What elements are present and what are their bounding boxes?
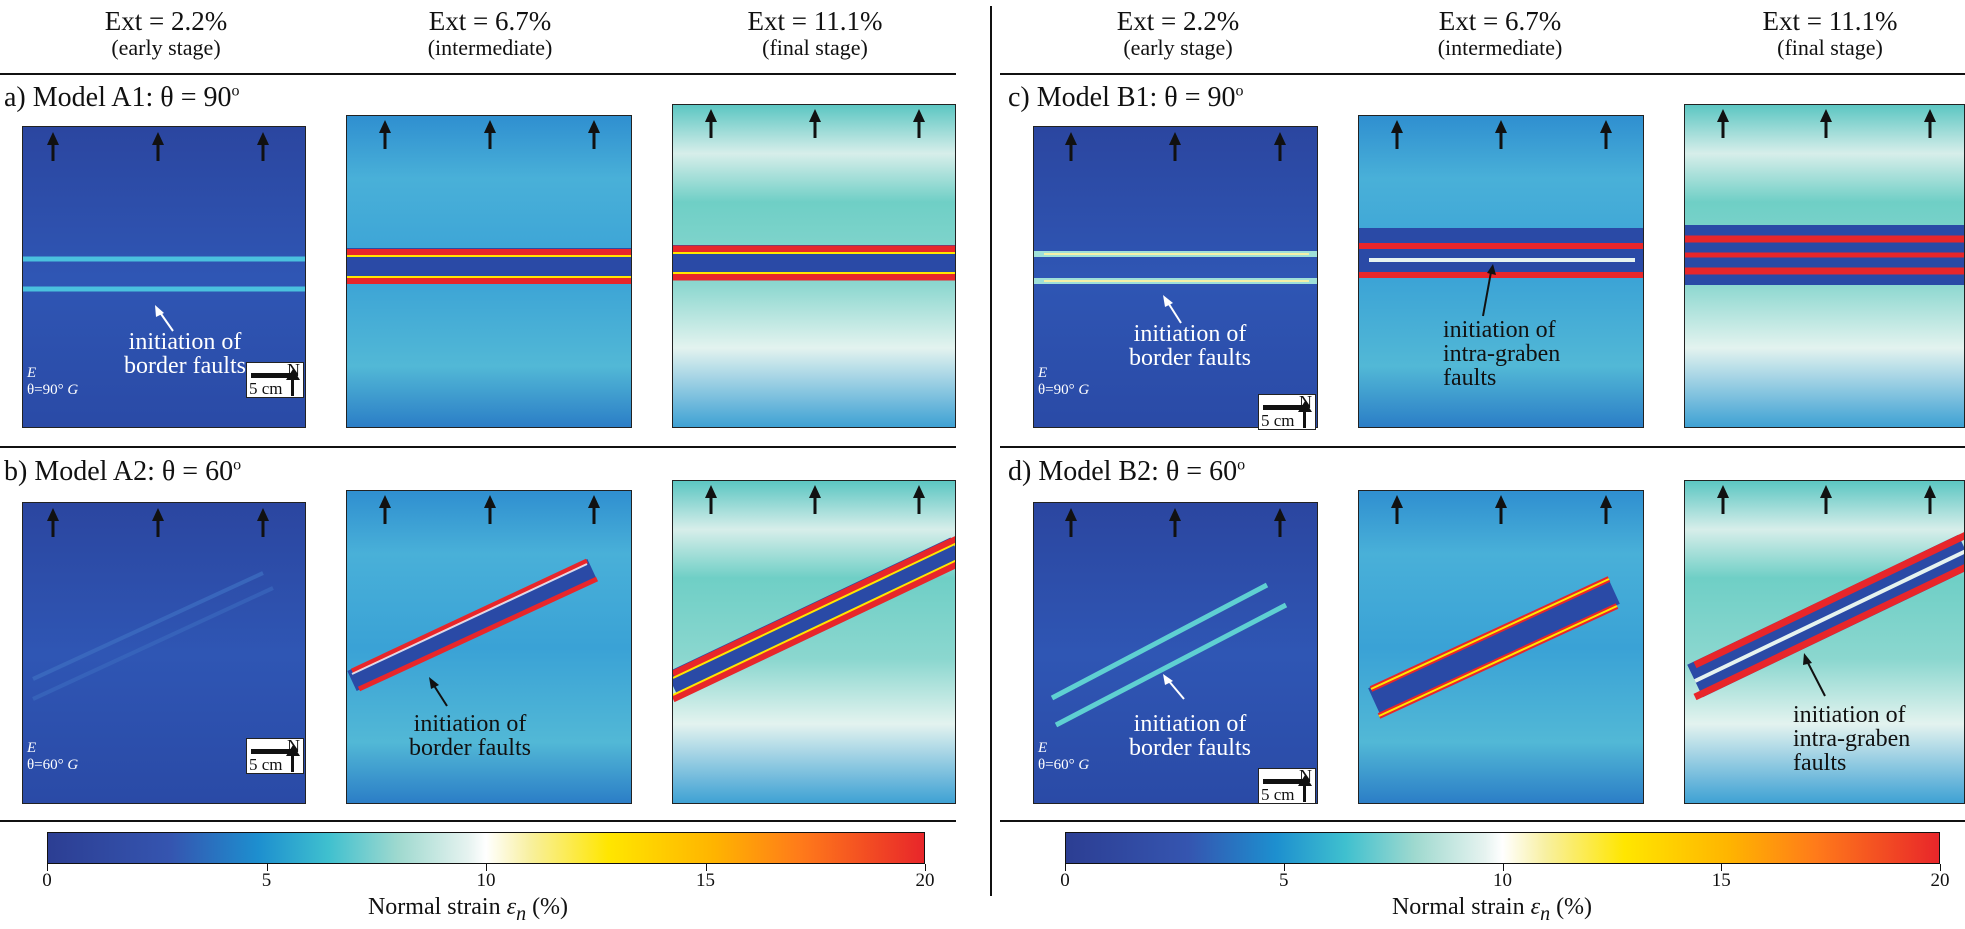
colorbar-tick-label-right: 15 [1711, 870, 1731, 891]
stage-header-right-2: Ext = 6.7% (intermediate) [1437, 6, 1563, 60]
divider-bottom-left [0, 820, 956, 822]
stage-header-right-1: Ext = 2.2% (early stage) [1116, 6, 1240, 60]
colorbar-left [47, 832, 925, 864]
panel-d-intermediate [1358, 490, 1644, 804]
colorbar-tick-label-left: 5 [261, 870, 272, 891]
panel-b-intermediate [346, 490, 632, 804]
stage-header-left-3: Ext = 11.1% (final stage) [747, 6, 883, 60]
colorbar-tick-right [1940, 864, 1941, 871]
panel-c-intermediate [1358, 115, 1644, 428]
row-label-c: c) Model B1: θ = 90o [1008, 82, 1244, 113]
colorbar-tick-label-left: 15 [696, 870, 715, 891]
stage-header-left-2: Ext = 6.7% (intermediate) [427, 6, 553, 60]
scale-bar-c: 5 cm N [1258, 392, 1316, 430]
colorbar-tick-right [1065, 864, 1066, 871]
annotation-c-intra-graben: initiation of intra-graben faults [1443, 317, 1561, 391]
panel-d-final [1684, 480, 1965, 804]
divider-top-left [0, 73, 956, 75]
colorbar-tick-left [266, 864, 268, 871]
colorbar-title-right: Normal strain εn (%) [1391, 894, 1593, 925]
divider-mid-right [1000, 446, 1965, 448]
scale-bar-b: 5 cm N [246, 736, 304, 774]
colorbar-tick-right [1283, 864, 1285, 871]
scale-bar-a: 5 cm N [246, 360, 304, 398]
panel-b-final [672, 480, 956, 804]
divider-top-right [1000, 73, 1965, 75]
colorbar-tick-left [486, 864, 487, 871]
row-label-d: d) Model B2: θ = 60o [1008, 456, 1246, 487]
colorbar-tick-label-right: 20 [1930, 870, 1950, 891]
colorbar-tick-label-right: 5 [1279, 870, 1289, 891]
panel-a-final [672, 104, 956, 428]
annotation-d-intra-graben: initiation of intra-graben faults [1793, 702, 1911, 776]
colorbar-tick-right [1721, 864, 1723, 871]
panel-c-early [1033, 126, 1318, 428]
annotation-c-border-faults: initiation of border faults [1129, 321, 1251, 371]
colorbar-tick-left [705, 864, 707, 871]
colorbar-title-left: Normal strain εn (%) [367, 894, 569, 925]
stage-header-right-3: Ext = 11.1% (final stage) [1762, 6, 1898, 60]
colorbar-tick-left [47, 864, 48, 871]
column-divider [990, 6, 992, 896]
colorbar-tick-label-left: 0 [42, 870, 52, 891]
panel-c-final [1684, 104, 1965, 428]
colorbar-tick-label-right: 0 [1060, 870, 1070, 891]
scale-bar-d: 5 cm N [1258, 766, 1316, 804]
annotation-b-border-faults: initiation of border faults [409, 711, 531, 761]
colorbar-tick-left [925, 864, 926, 871]
annotation-d-border-faults: initiation of border faults [1129, 711, 1251, 761]
divider-bottom-right [1000, 820, 1965, 822]
colorbar-tick-label-left: 20 [915, 870, 935, 891]
colorbar-tick-label-left: 10 [476, 870, 496, 891]
panel-a-intermediate [346, 115, 632, 428]
panel-d-early [1033, 502, 1318, 804]
stage-header-left-1: Ext = 2.2% (early stage) [104, 6, 228, 60]
annotation-a-border-faults: initiation of border faults [124, 329, 246, 379]
divider-mid-left [0, 446, 956, 448]
colorbar-tick-right [1502, 864, 1504, 871]
colorbar-right [1065, 832, 1940, 864]
colorbar-tick-label-right: 10 [1493, 870, 1512, 891]
row-label-b: b) Model A2: θ = 60o [4, 456, 242, 487]
row-label-a: a) Model A1: θ = 90o [4, 82, 240, 113]
